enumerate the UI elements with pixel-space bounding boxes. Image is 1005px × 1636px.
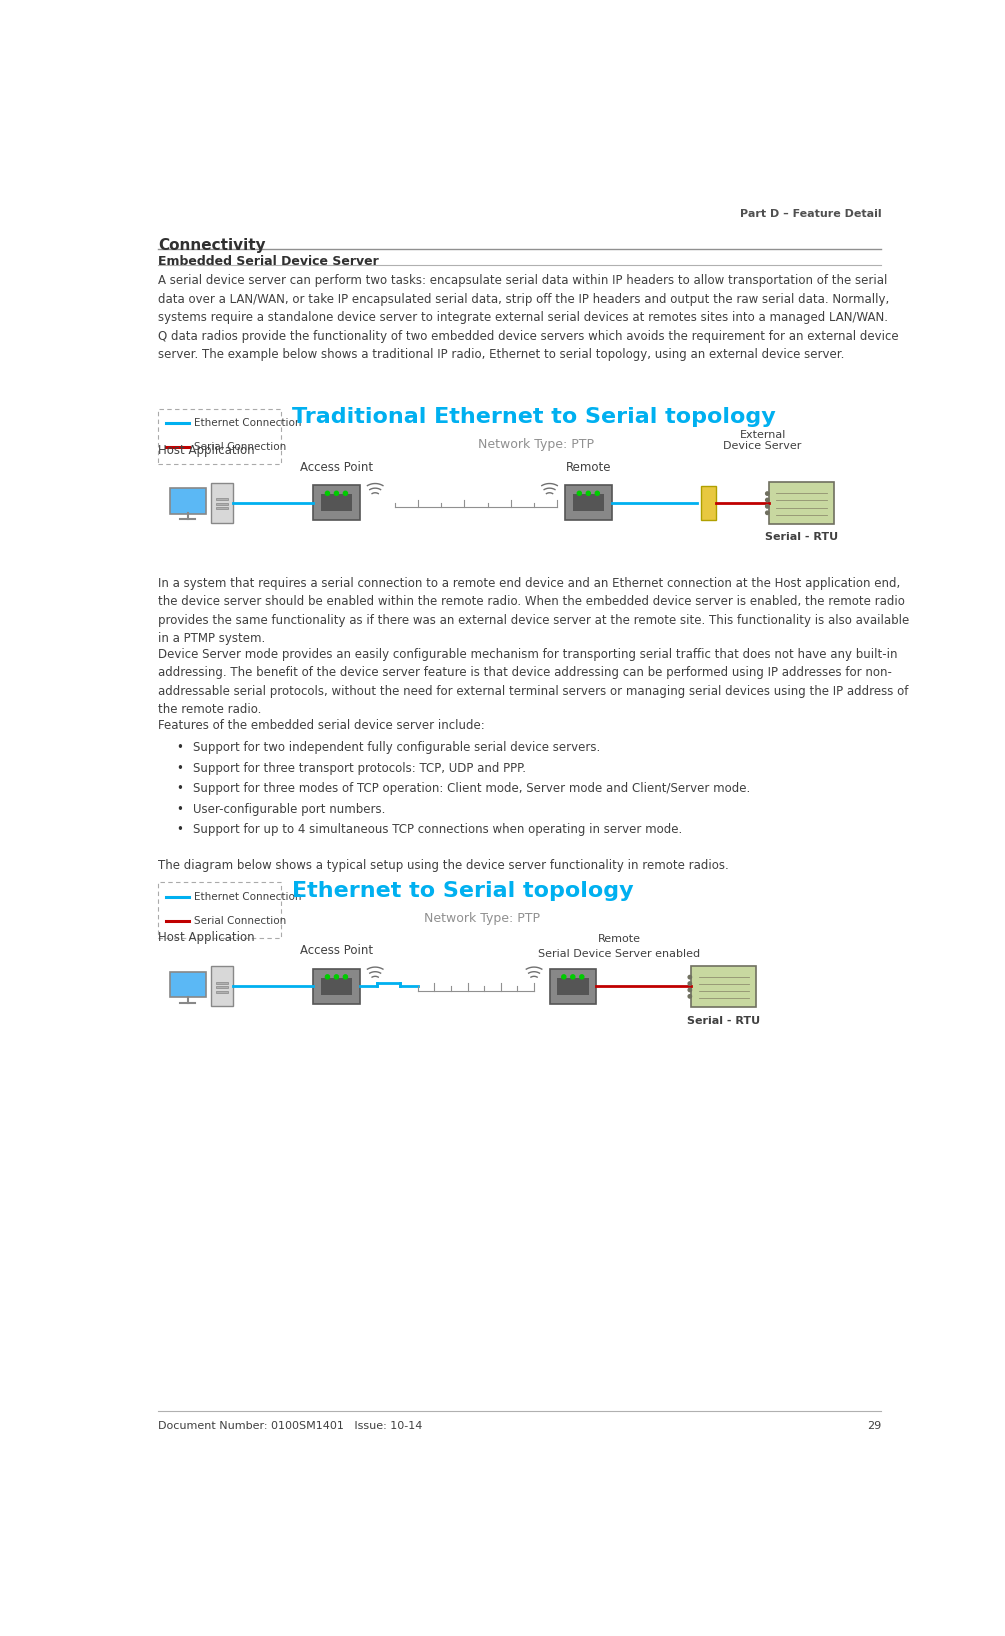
Text: Serial Device Server enabled: Serial Device Server enabled [539,949,700,959]
Text: Network Type: PTP: Network Type: PTP [424,913,540,926]
FancyBboxPatch shape [769,483,834,524]
Text: Serial Connection: Serial Connection [194,916,286,926]
Bar [216,497,228,501]
Text: User-configurable port numbers.: User-configurable port numbers. [193,803,386,816]
Text: Remote: Remote [598,934,641,944]
Text: Traditional Ethernet to Serial topology: Traditional Ethernet to Serial topology [292,407,776,427]
Text: •: • [176,823,183,836]
Bar [216,982,228,983]
Text: Remote: Remote [566,460,611,473]
Circle shape [344,491,348,496]
Text: Device Server mode provides an easily configurable mechanism for transporting se: Device Server mode provides an easily co… [158,648,909,717]
Bar [216,991,228,993]
Text: In a system that requires a serial connection to a remote end device and an Ethe: In a system that requires a serial conne… [158,578,910,645]
Text: Serial - RTU: Serial - RTU [765,532,838,542]
Text: Ethernet Connection: Ethernet Connection [194,419,302,429]
Circle shape [577,491,581,496]
FancyBboxPatch shape [314,969,360,1005]
FancyBboxPatch shape [211,483,232,524]
Text: Document Number: 0100SM1401   Issue: 10-14: Document Number: 0100SM1401 Issue: 10-14 [158,1422,422,1432]
Text: Support for three transport protocols: TCP, UDP and PPP.: Support for three transport protocols: T… [193,762,526,775]
Text: Part D – Feature Detail: Part D – Feature Detail [740,209,881,219]
FancyBboxPatch shape [691,965,757,1008]
Text: Access Point: Access Point [299,460,373,473]
Circle shape [335,975,339,978]
Text: Serial Connection: Serial Connection [194,442,286,452]
Circle shape [766,510,769,514]
Circle shape [344,975,348,978]
Text: Support for three modes of TCP operation: Client mode, Server mode and Client/Se: Support for three modes of TCP operation… [193,782,751,795]
Circle shape [766,499,769,502]
FancyBboxPatch shape [170,972,206,998]
Text: •: • [176,782,183,795]
Text: Access Point: Access Point [299,944,373,957]
Text: •: • [176,762,183,775]
Bar [700,486,717,520]
FancyBboxPatch shape [211,967,232,1006]
Text: Ethernet Connection: Ethernet Connection [194,892,302,901]
Circle shape [580,975,584,978]
Text: Connectivity: Connectivity [158,237,265,254]
Text: Device Server: Device Server [724,442,802,452]
Circle shape [571,975,575,978]
Circle shape [562,975,566,978]
Circle shape [326,491,330,496]
Circle shape [595,491,599,496]
FancyBboxPatch shape [565,484,612,520]
Text: The diagram below shows a typical setup using the device server functionality in: The diagram below shows a typical setup … [158,859,729,872]
Text: Support for up to 4 simultaneous TCP connections when operating in server mode.: Support for up to 4 simultaneous TCP con… [193,823,682,836]
Text: Features of the embedded serial device server include:: Features of the embedded serial device s… [158,720,485,733]
Text: A serial device server can perform two tasks: encapsulate serial data within IP : A serial device server can perform two t… [158,275,898,362]
Bar [216,507,228,509]
Bar [216,502,228,504]
FancyBboxPatch shape [158,409,280,465]
FancyBboxPatch shape [573,494,604,510]
Circle shape [326,975,330,978]
Circle shape [586,491,590,496]
Circle shape [766,492,769,496]
Text: •: • [176,803,183,816]
FancyBboxPatch shape [321,494,352,510]
Text: 29: 29 [867,1422,881,1432]
FancyBboxPatch shape [314,484,360,520]
Circle shape [688,995,691,998]
Text: Ethernet to Serial topology: Ethernet to Serial topology [292,880,634,901]
Text: •: • [176,741,183,754]
Bar [216,987,228,988]
Text: Host Application: Host Application [158,931,255,944]
Circle shape [688,988,691,991]
Circle shape [766,504,769,509]
Circle shape [688,975,691,978]
Text: Network Type: PTP: Network Type: PTP [478,438,594,452]
FancyBboxPatch shape [158,882,280,937]
FancyBboxPatch shape [557,978,589,995]
FancyBboxPatch shape [550,969,596,1005]
Circle shape [688,982,691,985]
Text: Serial - RTU: Serial - RTU [687,1016,761,1026]
FancyBboxPatch shape [170,488,206,514]
Text: Host Application: Host Application [158,443,255,456]
Text: External: External [740,430,786,440]
Circle shape [335,491,339,496]
Text: Embedded Serial Device Server: Embedded Serial Device Server [158,255,379,268]
Text: Support for two independent fully configurable serial device servers.: Support for two independent fully config… [193,741,600,754]
FancyBboxPatch shape [321,978,352,995]
